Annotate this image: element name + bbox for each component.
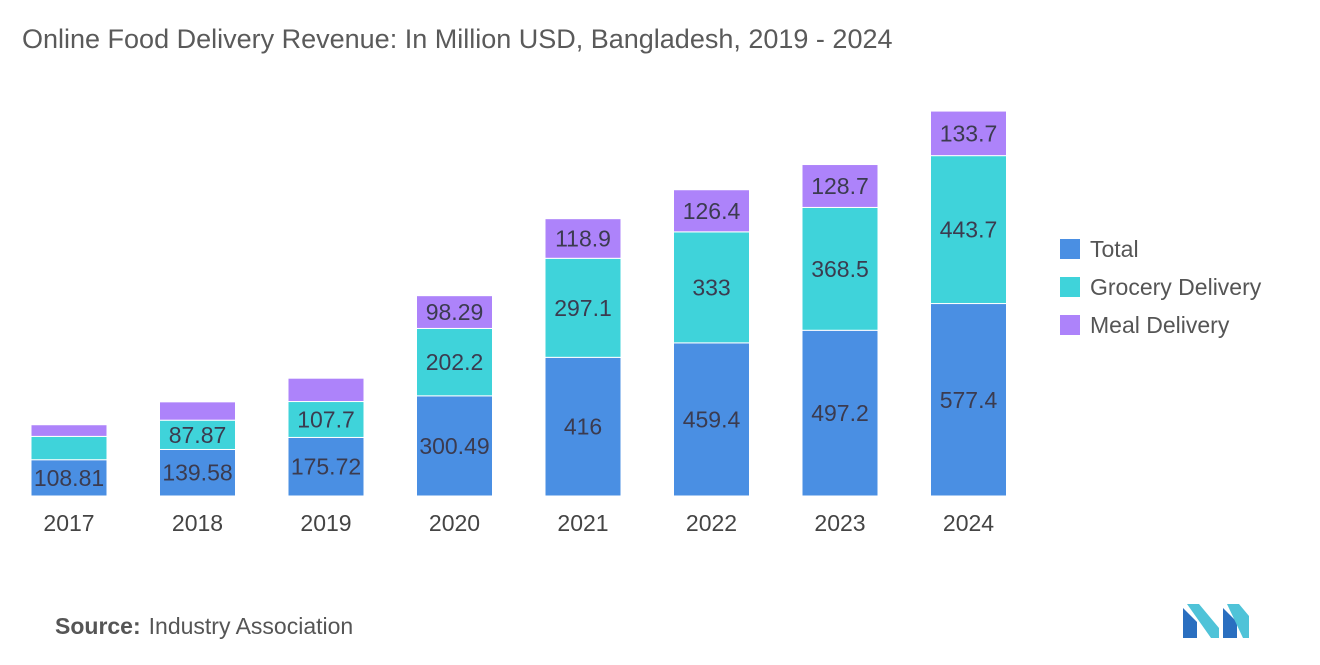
data-label-meal-delivery-2023: 128.7 xyxy=(811,173,869,199)
data-label-total-2020: 300.49 xyxy=(419,433,489,459)
bar-meal-delivery-2019 xyxy=(287,377,365,403)
legend-item-grocery-delivery: Grocery Delivery xyxy=(1060,268,1261,306)
data-label-grocery-delivery-2023: 368.5 xyxy=(811,256,869,282)
x-tick-label-2023: 2023 xyxy=(814,510,865,536)
data-label-total-2023: 497.2 xyxy=(811,400,869,426)
legend-swatch-grocery-delivery xyxy=(1060,277,1080,297)
bar-grocery-delivery-2017 xyxy=(30,435,108,461)
x-tick-label-2019: 2019 xyxy=(300,510,351,536)
data-label-total-2018: 139.58 xyxy=(162,460,232,486)
x-tick-label-2022: 2022 xyxy=(686,510,737,536)
x-tick-label-2017: 2017 xyxy=(43,510,94,536)
bar-total-2017 xyxy=(30,459,108,497)
bar-grocery-delivery-2024 xyxy=(930,155,1007,305)
bar-grocery-delivery-2018 xyxy=(159,419,236,450)
data-label-grocery-delivery-2019: 107.7 xyxy=(297,406,355,432)
data-label-grocery-delivery-2020: 202.2 xyxy=(426,349,484,375)
legend-label-grocery-delivery: Grocery Delivery xyxy=(1090,273,1262,300)
bar-total-2021 xyxy=(544,356,622,497)
legend-item-total: Total xyxy=(1060,230,1261,268)
bar-meal-delivery-2021 xyxy=(544,218,622,259)
legend-swatch-total xyxy=(1060,239,1080,259)
legend-label-meal-delivery: Meal Delivery xyxy=(1090,311,1230,338)
data-label-total-2022: 459.4 xyxy=(683,406,741,432)
data-label-grocery-delivery-2022: 333 xyxy=(692,274,730,300)
data-label-meal-delivery-2020: 98.29 xyxy=(426,299,484,325)
x-tick-label-2021: 2021 xyxy=(557,510,608,536)
data-label-total-2021: 416 xyxy=(564,414,602,440)
data-label-meal-delivery-2022: 126.4 xyxy=(683,198,741,224)
bar-meal-delivery-2022 xyxy=(673,189,750,233)
legend-swatch-meal-delivery xyxy=(1060,315,1080,335)
bar-grocery-delivery-2019 xyxy=(287,401,365,438)
bar-meal-delivery-2023 xyxy=(801,164,879,208)
bar-total-2023 xyxy=(801,329,879,497)
bar-grocery-delivery-2023 xyxy=(801,206,879,331)
source-text: Industry Association xyxy=(148,613,354,639)
x-tick-label-2018: 2018 xyxy=(172,510,223,536)
bar-total-2020 xyxy=(416,395,493,497)
bar-meal-delivery-2018 xyxy=(159,401,236,421)
bar-total-2022 xyxy=(673,342,750,497)
data-label-meal-delivery-2024: 133.7 xyxy=(940,120,998,146)
legend-item-meal-delivery: Meal Delivery xyxy=(1060,306,1261,344)
bar-meal-delivery-2017 xyxy=(30,424,108,437)
chart-title: Online Food Delivery Revenue: In Million… xyxy=(22,24,893,54)
data-label-total-2017: 108.81 xyxy=(34,465,104,491)
data-label-grocery-delivery-2018: 87.87 xyxy=(169,422,227,448)
source-label: Source: xyxy=(55,613,141,639)
legend: Total Grocery Delivery Meal Delivery xyxy=(1060,230,1261,344)
source-note: Source: Industry Association xyxy=(55,613,353,640)
brand-logo-icon xyxy=(1183,604,1249,638)
legend-label-total: Total xyxy=(1090,235,1139,262)
data-label-total-2024: 577.4 xyxy=(940,387,998,413)
bar-meal-delivery-2020 xyxy=(416,295,493,329)
data-label-grocery-delivery-2021: 297.1 xyxy=(554,295,612,321)
x-tick-label-2024: 2024 xyxy=(943,510,994,536)
bar-grocery-delivery-2022 xyxy=(673,231,750,344)
x-tick-label-2020: 2020 xyxy=(429,510,480,536)
data-label-total-2019: 175.72 xyxy=(291,454,361,480)
bar-grocery-delivery-2020 xyxy=(416,327,493,397)
data-label-meal-delivery-2021: 118.9 xyxy=(555,225,611,251)
bar-meal-delivery-2024 xyxy=(930,110,1007,157)
data-label-grocery-delivery-2024: 443.7 xyxy=(940,217,998,243)
bar-grocery-delivery-2021 xyxy=(544,257,622,358)
bar-total-2019 xyxy=(287,436,365,497)
